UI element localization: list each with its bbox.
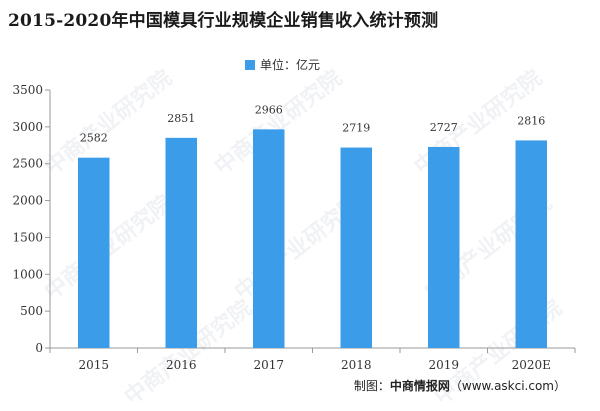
data-label: 2727	[430, 121, 458, 134]
data-label: 2582	[80, 132, 108, 145]
y-tick-label: 2500	[12, 157, 43, 171]
y-tick-label: 500	[20, 304, 43, 318]
x-tick-label: 2017	[253, 358, 284, 372]
legend-swatch	[245, 59, 255, 70]
bar	[515, 140, 547, 348]
source-url: （www.askci.com）	[449, 379, 566, 393]
y-axis: 0 500 1000 1500 2000 2500 3000 3500	[12, 83, 51, 355]
bar	[253, 129, 285, 348]
legend-label: 单位：亿元	[260, 58, 321, 72]
source-prefix: 制图：	[353, 379, 390, 393]
bar	[78, 157, 110, 348]
bar-series	[78, 129, 547, 348]
y-tick-label: 1500	[12, 230, 43, 244]
x-tick-label: 2020E	[512, 358, 551, 372]
chart-title: 2015-2020年中国模具行业规模企业销售收入统计预测	[8, 11, 439, 31]
bar	[165, 137, 197, 348]
bar	[428, 146, 460, 348]
source-name: 中商情报网	[389, 379, 450, 393]
data-label: 2816	[517, 114, 545, 127]
y-tick-label: 1000	[12, 267, 43, 281]
data-label: 2719	[342, 122, 370, 135]
y-tick-label: 3500	[12, 83, 43, 97]
x-tick-label: 2016	[166, 358, 197, 372]
data-labels: 2582 2851 2966 2719 2727 2816	[80, 103, 546, 144]
chart-legend: 单位：亿元	[245, 56, 320, 73]
x-tick-label: 2015	[78, 358, 109, 372]
source-credit: 制图：中商情报网（www.askci.com）	[354, 377, 566, 394]
data-label: 2851	[167, 112, 195, 125]
bar	[340, 147, 372, 348]
x-tick-label: 2019	[428, 358, 459, 372]
y-tick-label: 2000	[12, 194, 43, 208]
data-label: 2966	[255, 103, 283, 116]
x-axis: 2015 2016 2017 2018 2019 2020E	[49, 347, 576, 372]
x-tick-label: 2018	[341, 358, 372, 372]
y-tick-label: 0	[35, 341, 43, 355]
y-tick-label: 3000	[12, 120, 43, 134]
